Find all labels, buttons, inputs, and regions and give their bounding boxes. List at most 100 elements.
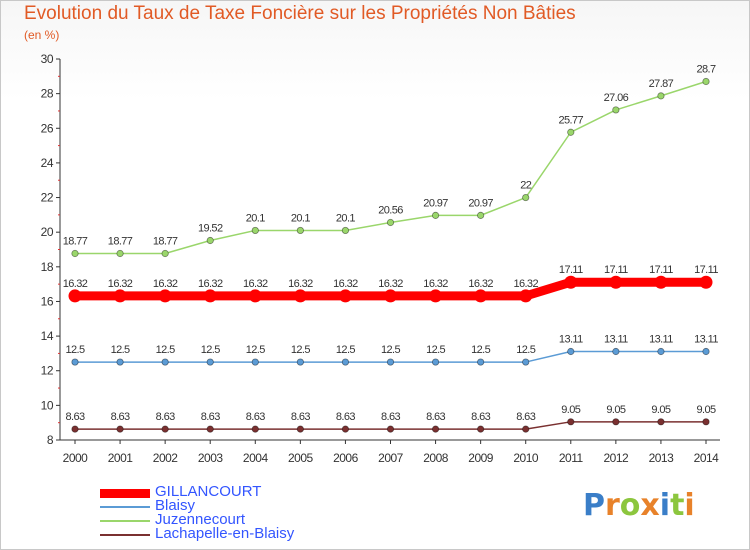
y-tick-label: 8 — [47, 433, 54, 447]
data-label-juzennecourt: 18.77 — [108, 235, 133, 247]
data-point-lachapelle-en-blaisy — [657, 418, 665, 426]
data-label-gillancourt: 17.11 — [649, 264, 673, 276]
data-point-lachapelle-en-blaisy — [702, 418, 710, 426]
chart-title: Evolution du Taux de Taxe Foncière sur l… — [24, 3, 576, 24]
x-tick-label: 2005 — [288, 451, 314, 465]
x-tick-label: 2003 — [198, 451, 224, 465]
data-point-juzennecourt — [206, 236, 214, 245]
legend-label: GILLANCOURT — [155, 483, 262, 500]
data-label-blaisy: 12.5 — [65, 344, 84, 356]
y-tick-label: 12 — [41, 364, 54, 378]
series-line-juzennecourt — [74, 80, 707, 255]
data-point-juzennecourt — [657, 92, 665, 100]
data-label-gillancourt: 16.32 — [243, 278, 268, 290]
data-label-gillancourt: 16.32 — [63, 278, 88, 290]
data-point-blaisy — [702, 347, 710, 356]
data-point-blaisy — [251, 358, 259, 366]
legend-swatch — [100, 534, 150, 536]
legend-swatch — [100, 506, 150, 508]
data-point-juzennecourt — [296, 226, 304, 235]
y-tick-label: 20 — [41, 225, 54, 239]
data-label-lachapelle-en-blaisy: 8.63 — [471, 411, 490, 423]
x-tick-label: 2010 — [513, 451, 539, 465]
proxiti-logo: Proxiti — [583, 488, 695, 523]
x-tick-label: 2011 — [559, 451, 584, 465]
data-point-lachapelle-en-blaisy — [116, 425, 124, 433]
data-point-lachapelle-en-blaisy — [386, 425, 395, 433]
data-point-gillancourt — [68, 289, 82, 303]
data-point-blaisy — [341, 358, 350, 366]
data-point-juzennecourt — [702, 77, 710, 86]
data-point-juzennecourt — [567, 128, 575, 136]
data-point-gillancourt — [474, 289, 488, 303]
data-label-juzennecourt: 20.1 — [291, 212, 310, 224]
data-point-juzennecourt — [477, 211, 485, 219]
data-point-juzennecourt — [386, 218, 395, 227]
legend-item-gillancourt: GILLANCOURT — [100, 483, 420, 500]
legend-label: Lachapelle-en-Blaisy — [155, 525, 295, 542]
data-point-blaisy — [522, 358, 530, 366]
data-label-gillancourt: 17.11 — [559, 264, 583, 276]
data-point-blaisy — [477, 358, 485, 366]
data-label-lachapelle-en-blaisy: 8.63 — [111, 411, 130, 423]
legend-item-lachapelle-en-blaisy: Lachapelle-en-Blaisy — [100, 525, 420, 542]
data-label-gillancourt: 17.11 — [604, 264, 628, 276]
data-point-gillancourt — [519, 289, 533, 303]
legend: GILLANCOURT Blaisy Juzennecourt Lachapelle-… — [100, 483, 420, 542]
data-point-juzennecourt — [251, 226, 259, 235]
legend-label: Blaisy — [155, 497, 196, 514]
data-label-blaisy: 12.5 — [246, 344, 265, 356]
data-label-juzennecourt: 27.06 — [604, 92, 629, 104]
logo-letter: i — [684, 488, 695, 523]
data-label-blaisy: 13.11 — [559, 334, 583, 346]
data-point-lachapelle-en-blaisy — [567, 418, 575, 426]
x-tick-label: 2004 — [243, 451, 269, 465]
x-tick-label: 2012 — [604, 451, 630, 465]
data-label-blaisy: 13.11 — [604, 334, 628, 346]
data-label-blaisy: 12.5 — [471, 344, 490, 356]
data-label-gillancourt: 16.32 — [423, 278, 448, 290]
data-point-gillancourt — [113, 289, 127, 303]
data-label-lachapelle-en-blaisy: 8.63 — [65, 411, 84, 423]
logo-letter: t — [670, 488, 685, 523]
data-point-gillancourt — [248, 289, 262, 303]
data-label-gillancourt: 16.32 — [108, 278, 133, 290]
data-label-blaisy: 12.5 — [426, 344, 445, 356]
data-label-juzennecourt: 22 — [520, 180, 532, 192]
x-tick-label: 2008 — [423, 451, 449, 465]
data-point-gillancourt — [338, 289, 352, 303]
data-label-lachapelle-en-blaisy: 9.05 — [561, 404, 580, 416]
data-label-lachapelle-en-blaisy: 8.63 — [381, 411, 400, 423]
data-label-juzennecourt: 20.1 — [336, 212, 355, 224]
data-label-lachapelle-en-blaisy: 9.05 — [606, 404, 625, 416]
data-label-juzennecourt: 20.97 — [468, 197, 493, 209]
data-point-blaisy — [431, 358, 440, 366]
data-label-gillancourt: 16.32 — [153, 278, 178, 290]
y-tick-label: 30 — [41, 52, 54, 66]
data-label-blaisy: 12.5 — [201, 344, 220, 356]
data-label-gillancourt: 16.32 — [288, 278, 313, 290]
data-label-juzennecourt: 27.87 — [649, 78, 674, 90]
y-tick-label: 26 — [41, 121, 54, 135]
data-point-lachapelle-en-blaisy — [161, 425, 169, 433]
unit-label: (en %) — [24, 28, 60, 42]
data-point-gillancourt — [564, 275, 578, 289]
x-tick-label: 2007 — [378, 451, 404, 465]
data-label-lachapelle-en-blaisy: 8.63 — [156, 411, 175, 423]
x-tick-label: 2001 — [108, 451, 134, 465]
legend-item-blaisy: Blaisy — [100, 497, 420, 514]
data-point-lachapelle-en-blaisy — [341, 425, 350, 433]
data-point-juzennecourt — [612, 106, 620, 114]
data-point-juzennecourt — [161, 249, 169, 258]
logo-letter: r — [605, 488, 620, 523]
data-point-gillancourt — [654, 275, 668, 289]
data-point-lachapelle-en-blaisy — [431, 425, 440, 433]
data-label-gillancourt: 16.32 — [468, 278, 493, 290]
data-point-gillancourt — [293, 289, 307, 303]
data-label-lachapelle-en-blaisy: 8.63 — [291, 411, 310, 423]
data-point-gillancourt — [699, 275, 713, 289]
data-label-gillancourt: 17.11 — [694, 264, 718, 276]
legend-item-juzennecourt: Juzennecourt — [100, 511, 420, 528]
data-label-blaisy: 13.11 — [694, 334, 718, 346]
data-point-lachapelle-en-blaisy — [206, 425, 214, 433]
